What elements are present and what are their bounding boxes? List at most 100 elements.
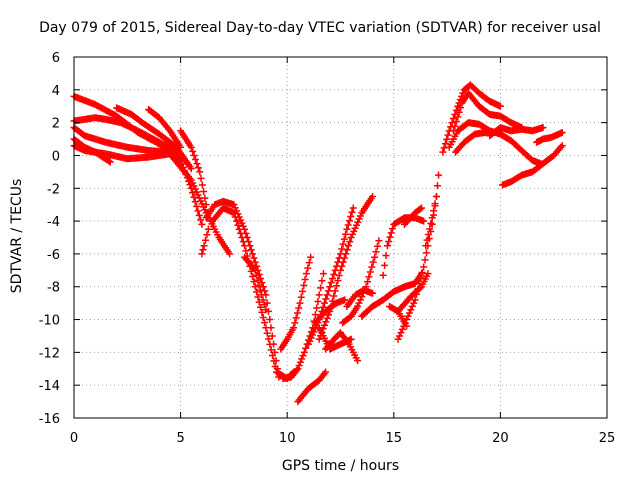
data-point (293, 309, 301, 317)
x-axis-label: GPS time / hours (281, 458, 400, 474)
data-point (266, 340, 274, 348)
data-point (257, 303, 265, 311)
data-point (258, 308, 266, 316)
data-point (435, 171, 443, 179)
series-arc-34 (499, 142, 566, 189)
data-point (342, 230, 350, 238)
data-point (259, 313, 267, 321)
data-point (404, 312, 412, 320)
data-point (418, 269, 426, 277)
data-point (405, 309, 413, 317)
data-point (344, 242, 352, 250)
data-point (319, 270, 327, 278)
data-point (302, 270, 310, 278)
data-point (271, 363, 279, 371)
data-point (192, 156, 200, 164)
data-point (317, 284, 325, 292)
data-point (325, 287, 333, 295)
data-point (455, 108, 463, 116)
data-point (253, 288, 261, 296)
data-point (261, 287, 269, 295)
data-point (354, 302, 362, 310)
series-arc-10 (209, 204, 298, 383)
data-point (193, 202, 201, 210)
data-points (70, 81, 566, 406)
data-point (417, 274, 425, 282)
series-arc-17 (311, 296, 349, 327)
data-point (249, 250, 257, 258)
data-point (337, 266, 344, 274)
series-arc-11 (241, 253, 270, 314)
data-point (368, 192, 376, 200)
series-arc-28 (422, 192, 440, 250)
data-point (344, 221, 352, 229)
data-point (382, 252, 390, 260)
data-point (299, 352, 307, 360)
data-point (193, 160, 201, 168)
data-point (197, 174, 205, 182)
data-point (201, 236, 209, 244)
data-point (345, 217, 353, 225)
data-point (424, 270, 432, 278)
data-point (296, 299, 304, 307)
data-point (422, 242, 430, 250)
data-point (342, 250, 350, 258)
data-point (255, 298, 263, 306)
data-point (251, 283, 259, 291)
data-point (354, 357, 362, 365)
data-point (426, 225, 434, 233)
data-point (385, 237, 393, 245)
data-point (297, 293, 305, 301)
data-point (339, 240, 347, 248)
series-arc-31 (445, 119, 545, 168)
y-tick-label: -16 (39, 412, 60, 427)
data-point (411, 296, 419, 304)
data-point (189, 189, 197, 197)
y-tick-label: 2 (52, 117, 60, 132)
data-point (254, 276, 262, 284)
data-point (233, 217, 241, 225)
data-point (395, 332, 403, 340)
data-point (298, 355, 306, 363)
data-point (371, 253, 379, 261)
data-point (260, 301, 268, 309)
data-point (291, 319, 299, 327)
axis-ticks: 0 5 10 15 20 25 -16 -14 -12 -10 -8 -6 -4 -2 0 2 4 6 (39, 51, 616, 446)
data-point (457, 104, 465, 112)
data-point (321, 299, 329, 307)
data-point (242, 247, 250, 255)
data-point (423, 236, 431, 244)
series-arc-35 (533, 128, 566, 146)
data-point (439, 148, 447, 156)
data-point (322, 295, 330, 303)
data-point (368, 289, 376, 297)
data-point (203, 231, 211, 239)
data-point (414, 285, 422, 293)
data-point (202, 201, 210, 209)
data-point (194, 164, 202, 172)
data-point (261, 319, 269, 327)
data-point (372, 248, 380, 256)
data-point (195, 211, 203, 219)
data-point (349, 204, 357, 212)
data-point (268, 332, 276, 340)
data-point (381, 261, 389, 269)
data-point (196, 168, 204, 176)
data-point (197, 216, 205, 224)
data-point (299, 287, 307, 295)
data-point (341, 296, 349, 304)
y-tick-label: -10 (39, 314, 60, 329)
data-point (424, 231, 432, 239)
y-tick-label: -6 (47, 248, 60, 263)
y-tick-label: 6 (52, 51, 60, 66)
data-point (333, 282, 341, 290)
data-point (323, 291, 331, 299)
data-point (238, 234, 246, 241)
data-point (201, 194, 209, 202)
data-point (295, 304, 303, 312)
data-point (322, 368, 330, 376)
data-point (315, 291, 323, 299)
data-point (343, 246, 351, 254)
data-point (443, 135, 451, 143)
plot-frame (73, 56, 608, 419)
